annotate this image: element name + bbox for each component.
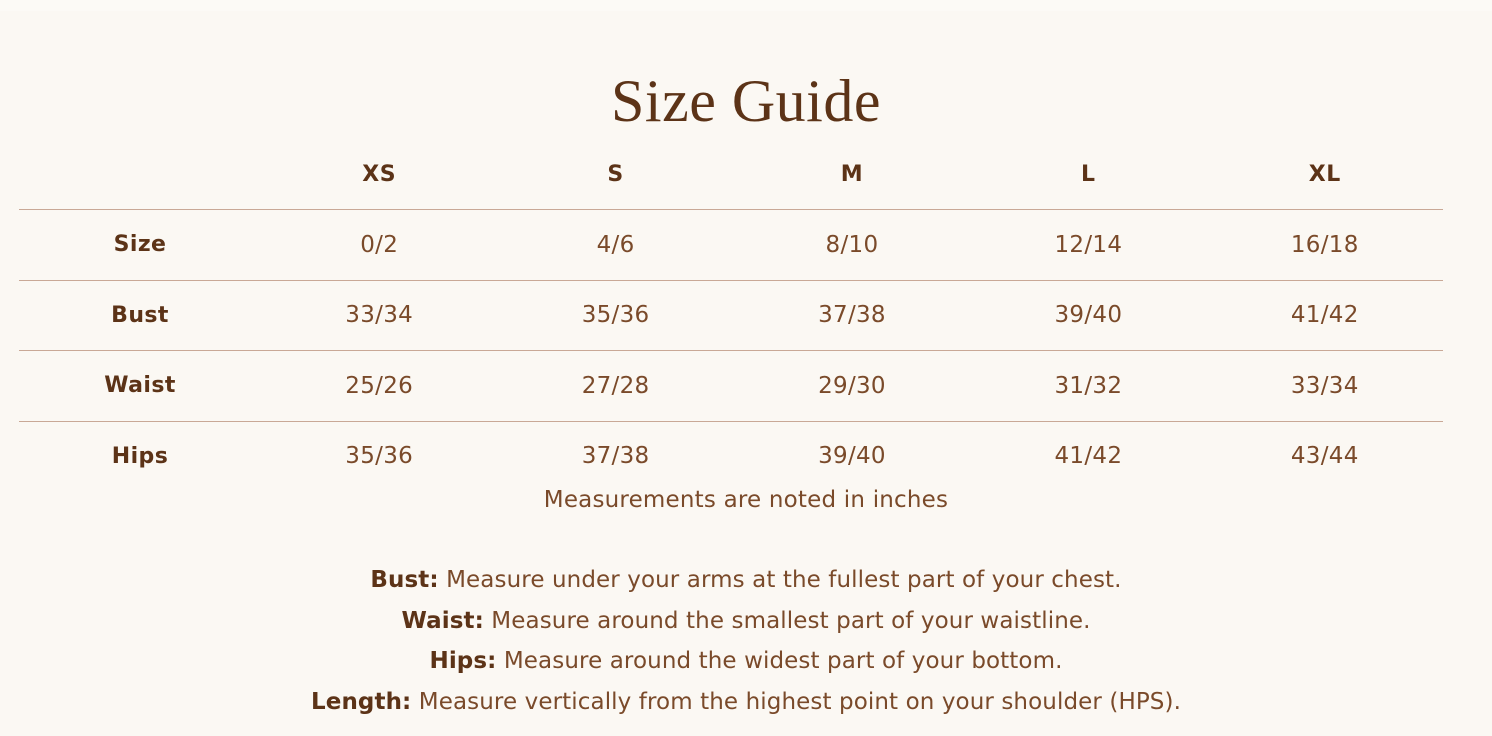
size-chart-body: Size 0/2 4/6 8/10 12/14 16/18 Bust 33/34…: [19, 209, 1443, 492]
measuring-instructions: Bust: Measure under your arms at the ful…: [0, 560, 1492, 722]
size-chart-header: XS S M L XL: [19, 140, 1443, 210]
measurement-unit-note: Measurements are noted in inches: [543, 487, 949, 513]
cell-hips-s: 37/38: [581, 443, 650, 470]
table-header-row: XS S M L XL: [19, 140, 1443, 210]
instruction-length: Length: Measure vertically from the high…: [0, 682, 1492, 723]
cell-hips-xl: 43/44: [1290, 443, 1359, 470]
row-label-size: Size: [113, 232, 167, 258]
cell-size-s: 4/6: [596, 231, 635, 258]
cell-waist-xl: 33/34: [1290, 372, 1359, 399]
instruction-length-label: Length:: [311, 688, 412, 715]
header-cell-corner: [19, 140, 261, 210]
header-cell-m: M: [840, 162, 864, 187]
cell-bust-xl: 41/42: [1290, 302, 1359, 329]
size-chart-table: XS S M L XL Size 0/2 4/6 8/10 12/14 16/1…: [19, 140, 1443, 491]
cell-hips-l: 41/42: [1054, 443, 1123, 470]
instruction-hips-label: Hips:: [429, 648, 497, 674]
cell-waist-xs: 25/26: [345, 372, 414, 399]
top-section-divider: [0, 0, 1492, 11]
cell-bust-s: 35/36: [581, 302, 650, 329]
header-cell-xl: XL: [1308, 162, 1341, 187]
row-label-waist: Waist: [104, 373, 176, 399]
instruction-waist-label: Waist:: [401, 607, 484, 634]
cell-size-l: 12/14: [1054, 231, 1123, 258]
cell-bust-xs: 33/34: [345, 302, 414, 329]
header-cell-l: L: [1081, 162, 1096, 187]
table-row: Hips 35/36 37/38 39/40 41/42 43/44: [19, 421, 1443, 491]
cell-hips-m: 39/40: [818, 443, 886, 470]
table-row: Size 0/2 4/6 8/10 12/14 16/18: [19, 209, 1443, 281]
size-chart-container: XS S M L XL Size 0/2 4/6 8/10 12/14 16/1…: [19, 140, 1443, 491]
cell-bust-m: 37/38: [818, 302, 886, 329]
cell-size-m: 8/10: [825, 231, 879, 258]
instruction-hips-text: Measure around the widest part of your b…: [496, 648, 1063, 674]
instruction-bust: Bust: Measure under your arms at the ful…: [0, 560, 1492, 601]
cell-size-xl: 16/18: [1290, 231, 1359, 258]
instruction-bust-text: Measure under your arms at the fullest p…: [438, 567, 1122, 593]
table-row: Bust 33/34 35/36 37/38 39/40 41/42: [19, 280, 1443, 351]
cell-waist-l: 31/32: [1054, 372, 1123, 399]
header-cell-s: S: [607, 162, 624, 187]
cell-size-xs: 0/2: [360, 231, 399, 258]
header-cell-xs: XS: [362, 162, 397, 187]
cell-bust-l: 39/40: [1054, 302, 1123, 329]
cell-waist-s: 27/28: [581, 372, 650, 399]
instruction-hips: Hips: Measure around the widest part of …: [0, 641, 1492, 682]
cell-hips-xs: 35/36: [345, 443, 414, 470]
instruction-length-text: Measure vertically from the highest poin…: [411, 688, 1181, 715]
table-row: Waist 25/26 27/28 29/30 31/32 33/34: [19, 350, 1443, 422]
instruction-bust-label: Bust:: [370, 567, 439, 593]
instruction-waist: Waist: Measure around the smallest part …: [0, 601, 1492, 642]
instruction-waist-text: Measure around the smallest part of your…: [483, 607, 1091, 634]
cell-waist-m: 29/30: [818, 372, 886, 399]
row-label-hips: Hips: [111, 443, 169, 469]
row-label-bust: Bust: [111, 302, 169, 328]
page-title: Size Guide: [611, 68, 881, 135]
